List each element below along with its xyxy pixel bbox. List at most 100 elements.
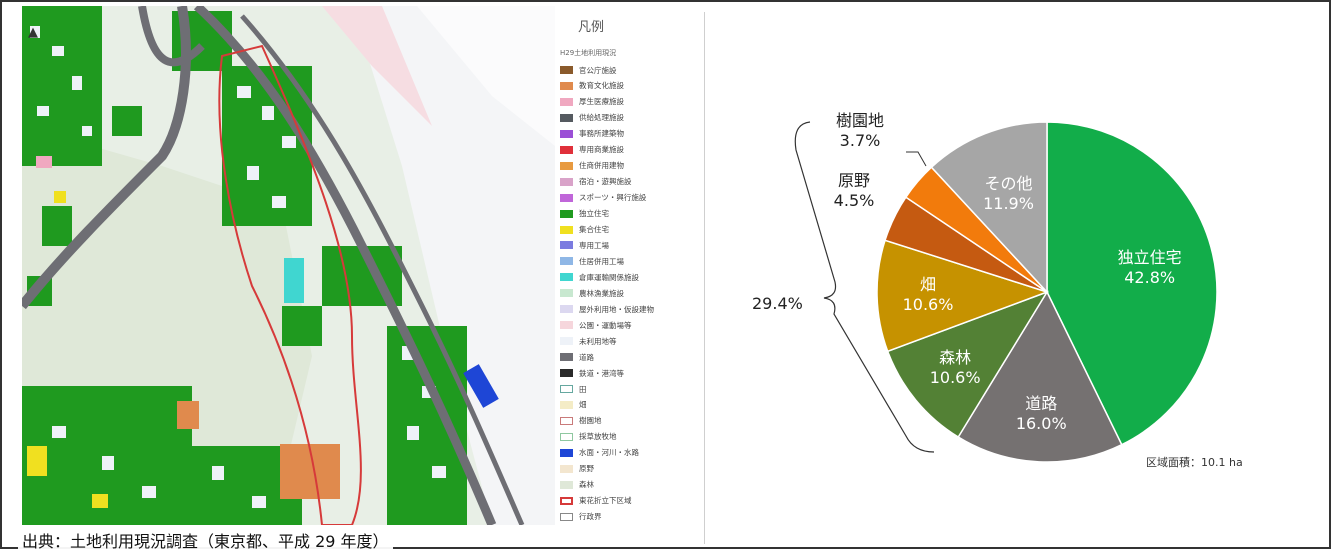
legend-item: 専用商業施設 <box>560 144 624 156</box>
pie-slice-label: 原野 4.5% <box>814 171 894 211</box>
legend-label: 独立住宅 <box>579 209 609 219</box>
legend-subtitle: H29土地利用現況 <box>560 49 617 57</box>
pie-slice <box>930 121 1048 294</box>
legend-swatch <box>560 289 573 298</box>
legend-label: 住商併用建物 <box>579 161 624 171</box>
pie-slice-label: 道路 16.0% <box>1001 394 1081 434</box>
pie-slice-label: 森林 10.6% <box>915 348 995 388</box>
legend-label: 畑 <box>579 400 587 410</box>
legend-swatch <box>560 66 573 74</box>
legend-swatch <box>560 241 573 250</box>
legend-label: 鉄道・港湾等 <box>579 368 624 378</box>
legend-label: 未利用地等 <box>579 336 617 346</box>
legend-swatch <box>560 448 573 457</box>
bracket <box>794 121 935 453</box>
legend-label: 原野 <box>579 464 594 474</box>
pie-chart-panel: 29.4% 独立住宅 42.8% 道路 16.0% 森林 10.6% 畑 10.6% 原野 4.5… <box>710 0 1327 545</box>
legend-label: 屋外利用地・仮設建物 <box>579 304 654 314</box>
pie-slice-name: 樹園地 <box>835 111 884 130</box>
legend-item: 公園・運動場等 <box>560 319 632 331</box>
pie-slice-name: 畑 <box>920 274 937 294</box>
legend-swatch <box>560 464 573 473</box>
land-use-map-graphic: ▲ <box>22 6 555 525</box>
legend-item: 専用工場 <box>560 239 609 251</box>
legend-swatch <box>560 353 573 362</box>
legend-swatch <box>560 193 573 202</box>
legend-swatch <box>560 113 573 122</box>
legend-item: 集合住宅 <box>560 224 609 236</box>
legend-item: 道路 <box>560 351 594 363</box>
pie-slice-value: 10.6% <box>929 367 981 387</box>
legend-label: 官公庁施設 <box>579 65 617 75</box>
pie-slice-label: その他 11.9% <box>969 174 1049 214</box>
pie-slice-value: 10.6% <box>902 294 954 314</box>
legend-label: 倉庫運輸関係施設 <box>579 272 639 282</box>
bracket-total-label: 29.4% <box>752 294 803 313</box>
pie-slice <box>886 290 1049 439</box>
legend-item: 住商併用建物 <box>560 160 624 172</box>
legend-title: 凡例 <box>578 20 605 35</box>
legend-item: 採草放牧地 <box>560 431 617 443</box>
legend-item: 屋外利用地・仮設建物 <box>560 303 654 315</box>
legend-label: 教育文化施設 <box>579 81 624 91</box>
pie-slice-label: 独立住宅 42.8% <box>1110 248 1190 288</box>
pie-slice-name: その他 <box>984 173 1033 193</box>
legend-label: 住居併用工場 <box>579 256 624 266</box>
legend-item: 官公庁施設 <box>560 64 617 76</box>
pie-slice-name: 独立住宅 <box>1117 248 1182 268</box>
pie-slice-name: 道路 <box>1025 394 1058 414</box>
pie-slice-value: 16.0% <box>1015 414 1067 434</box>
legend-label: 森林 <box>579 480 594 490</box>
legend-label: スポーツ・興行施設 <box>579 193 647 203</box>
legend-label: 専用工場 <box>579 240 609 250</box>
legend-swatch <box>560 416 573 425</box>
legend-swatch <box>560 305 573 314</box>
legend-swatch <box>560 257 573 266</box>
pie-slice-value: 42.8% <box>1124 268 1176 288</box>
legend-swatch <box>560 385 573 393</box>
legend-label: 採草放牧地 <box>579 432 617 442</box>
legend-item: 農林漁業施設 <box>560 287 624 299</box>
legend-swatch <box>560 337 573 346</box>
land-use-map: ▲ <box>22 6 555 525</box>
legend-swatch <box>560 129 573 138</box>
legend-label: 集合住宅 <box>579 225 609 234</box>
pie-slice-value: 3.7% <box>839 131 881 150</box>
legend-label: 樹園地 <box>579 416 602 426</box>
legend-item: 住居併用工場 <box>560 255 624 267</box>
legend-label: 専用商業施設 <box>579 145 624 155</box>
svg-text:▲: ▲ <box>28 25 38 40</box>
legend-swatch <box>560 225 573 234</box>
legend-item: 行政界 <box>560 511 602 523</box>
legend-label: 公園・運動場等 <box>579 320 632 330</box>
legend-item: 教育文化施設 <box>560 80 624 92</box>
legend-item: 独立住宅 <box>560 208 609 220</box>
legend-item: 供給処理施設 <box>560 112 624 124</box>
legend-label: 宿泊・遊興施設 <box>579 177 632 187</box>
legend-swatch <box>560 432 573 441</box>
legend-swatch <box>560 97 573 106</box>
legend-swatch <box>560 273 573 282</box>
legend-swatch <box>560 369 573 378</box>
legend-swatch <box>560 321 573 330</box>
legend-item: 水面・河川・水路 <box>560 447 639 459</box>
legend-swatch <box>560 496 573 505</box>
pie-slice <box>1046 121 1218 446</box>
pie-slice-name: 原野 <box>837 171 870 190</box>
legend-item: 事務所建築物 <box>560 128 624 140</box>
legend-label: 道路 <box>579 352 594 362</box>
panel-divider <box>704 12 705 544</box>
legend-swatch <box>560 209 573 218</box>
legend-swatch <box>560 145 573 154</box>
legend-swatch <box>560 161 573 170</box>
legend-item: 未利用地等 <box>560 335 617 347</box>
legend-swatch <box>560 480 573 489</box>
legend-item: 倉庫運輸関係施設 <box>560 271 639 283</box>
pie-slice <box>957 290 1123 463</box>
pie-slice-name: 森林 <box>939 347 972 367</box>
legend-swatch <box>560 81 573 90</box>
legend-item: 田 <box>560 383 587 395</box>
legend-item: 樹園地 <box>560 415 602 427</box>
legend-swatch <box>560 400 573 409</box>
